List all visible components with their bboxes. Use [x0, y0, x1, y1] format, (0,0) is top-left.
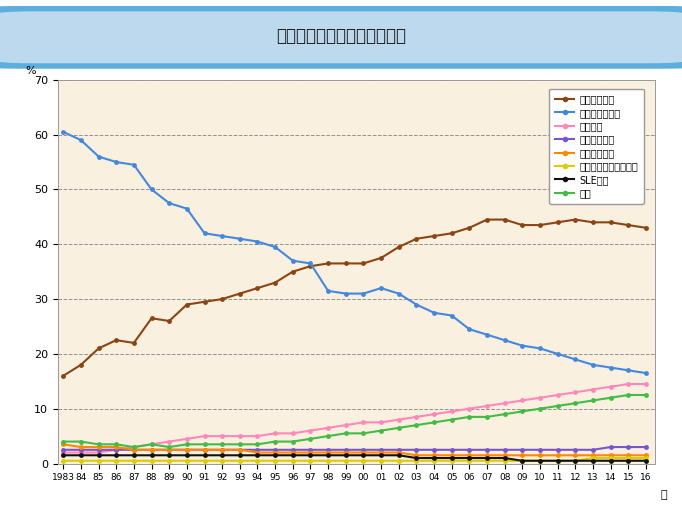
- Legend: 糖尿病性腎症, 慢性糸球体腎炎, 腎硬化症, 多発性嚢胞腎, 慢性腎盂腎炎, 急速進行性糸球体腎炎, SLE腎炎, 不明: 糖尿病性腎症, 慢性糸球体腎炎, 腎硬化症, 多発性嚢胞腎, 慢性腎盂腎炎, 急…: [549, 89, 644, 204]
- Text: 年: 年: [661, 490, 667, 501]
- FancyBboxPatch shape: [0, 11, 682, 63]
- Text: 導入患者の主要原疾患の推移: 導入患者の主要原疾患の推移: [276, 27, 406, 45]
- Text: %: %: [25, 66, 35, 76]
- FancyBboxPatch shape: [0, 6, 682, 68]
